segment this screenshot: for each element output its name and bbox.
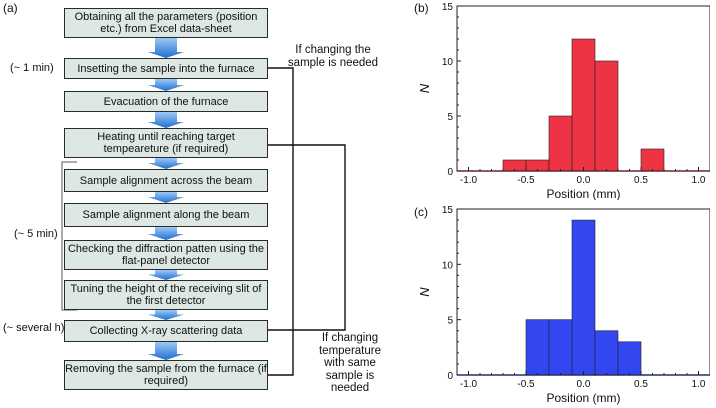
down-arrows bbox=[148, 38, 184, 360]
histogram-bar bbox=[595, 61, 618, 171]
x-tick-label: -1.0 bbox=[460, 175, 478, 186]
step-insert-sample: Insetting the sample into the furnace bbox=[64, 58, 268, 79]
y-tick-label: 0 bbox=[447, 371, 453, 382]
histogram-bar bbox=[572, 220, 595, 375]
step-remove-sample: Removing the sample from the furnace (if… bbox=[64, 360, 268, 390]
step-collect-data: Collecting X-ray scattering data bbox=[64, 320, 268, 342]
loop-line-temperature bbox=[268, 145, 345, 330]
time-5min: (~ 5 min) bbox=[14, 228, 58, 240]
step-tune-slit: Tuning the height of the receiving slit … bbox=[64, 280, 268, 310]
loop-line-sample bbox=[268, 68, 293, 375]
step-check-diffraction: Checking the diffraction patten using th… bbox=[64, 240, 268, 270]
histogram-b: 0 5 10 15 -1.0 -0.5 0.0 0.5 1.0 Position (mm) N bbox=[410, 0, 710, 200]
y-tick-label: 15 bbox=[442, 2, 454, 13]
y-axis-label: N bbox=[417, 287, 432, 297]
x-tick-label: 0.5 bbox=[634, 379, 648, 390]
histogram-c: 0 5 10 15 -1.0 -0.5 0.0 0.5 1.0 Position (mm) N bbox=[410, 203, 710, 408]
step-align-along: Sample alignment along the beam bbox=[64, 203, 268, 227]
step-heating: Heating until reaching target tempearetu… bbox=[64, 128, 268, 158]
down-arrow bbox=[148, 79, 184, 91]
step-obtain-parameters: Obtaining all the parameters (position e… bbox=[64, 8, 268, 38]
y-tick-label: 5 bbox=[447, 112, 453, 123]
histogram-bar bbox=[526, 320, 549, 375]
x-axis-label: Position (mm) bbox=[546, 187, 620, 200]
x-tick-label: -0.5 bbox=[517, 175, 535, 186]
y-axis-label: N bbox=[417, 83, 432, 93]
down-arrow bbox=[148, 38, 184, 58]
histogram-bar bbox=[641, 149, 664, 171]
y-tick-label: 10 bbox=[442, 57, 454, 68]
histogram-bar bbox=[618, 342, 641, 375]
time-1min: (~ 1 min) bbox=[10, 62, 54, 74]
down-arrow bbox=[148, 192, 184, 203]
down-arrow bbox=[148, 158, 184, 169]
down-arrow bbox=[148, 270, 184, 280]
x-tick-label: -0.5 bbox=[517, 379, 535, 390]
note-change-temperature: If changing temperature with same sample… bbox=[310, 332, 390, 395]
y-tick-label: 5 bbox=[447, 316, 453, 327]
step-evacuation: Evacuation of the furnace bbox=[64, 91, 268, 112]
x-tick-label: 1.0 bbox=[692, 379, 706, 390]
y-tick-label: 10 bbox=[442, 260, 454, 271]
down-arrow bbox=[148, 227, 184, 240]
histogram-bar bbox=[572, 39, 595, 171]
down-arrow bbox=[148, 310, 184, 320]
x-tick-label: 0.5 bbox=[634, 175, 648, 186]
x-tick-label: 1.0 bbox=[692, 175, 706, 186]
histogram-bar bbox=[549, 116, 572, 171]
histogram-bar bbox=[549, 320, 572, 375]
x-tick-label: -1.0 bbox=[460, 379, 478, 390]
note-change-sample: If changing the sample is needed bbox=[283, 44, 383, 69]
down-arrow bbox=[148, 342, 184, 360]
histogram-bar bbox=[595, 331, 618, 375]
y-tick-label: 15 bbox=[442, 205, 454, 216]
time-several-h: (~ several h) bbox=[3, 322, 64, 334]
down-arrow bbox=[148, 112, 184, 128]
x-axis-label: Position (mm) bbox=[546, 391, 620, 405]
x-tick-label: 0.0 bbox=[577, 379, 591, 390]
x-tick-label: 0.0 bbox=[577, 175, 591, 186]
step-align-across: Sample alignment across the beam bbox=[64, 169, 268, 192]
y-tick-label: 0 bbox=[447, 167, 453, 178]
